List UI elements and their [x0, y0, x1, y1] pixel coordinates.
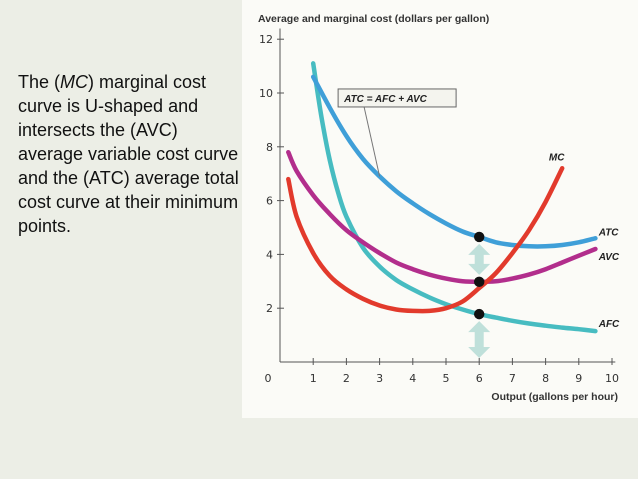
callout-box [337, 88, 457, 108]
afc-label: AFC [598, 319, 620, 330]
x-tick-label: 6 [476, 372, 483, 385]
distance-arrow-atc-avc [468, 243, 491, 275]
avc-label: AVC [598, 252, 620, 263]
y-tick-label: 4 [266, 248, 273, 261]
distance-arrow-afc [468, 321, 491, 358]
x-axis-title: Output (gallons per hour) [491, 391, 618, 403]
curve-point-1 [474, 231, 485, 243]
curve-point-3 [474, 308, 485, 320]
atc-label: ATC [598, 228, 620, 239]
cost-curves-chart: Average and marginal cost (dollars per g… [258, 13, 620, 403]
slide-text-emphasis: MC [60, 72, 89, 92]
y-tick-label: 8 [266, 141, 273, 154]
chart-panel: Average and marginal cost (dollars per g… [242, 0, 638, 418]
atc-curve [310, 74, 598, 249]
x-tick-label: 0 [265, 372, 272, 385]
avc-curve [286, 149, 598, 285]
x-tick-label: 7 [509, 372, 516, 385]
x-tick-label: 5 [443, 372, 450, 385]
mc-label: MC [549, 152, 565, 163]
callout-text: ATC = AFC + AVC [343, 94, 428, 105]
y-tick-label: 10 [259, 87, 273, 100]
x-tick-label: 9 [575, 372, 582, 385]
mc-curve [286, 166, 565, 314]
x-tick-label: 2 [343, 372, 350, 385]
y-tick-label: 2 [266, 302, 273, 315]
curve-point-2 [474, 276, 485, 288]
slide-text-after: ) marginal cost curve is U-shaped and in… [18, 72, 239, 236]
x-tick-label: 3 [376, 372, 383, 385]
slide-text-before: The ( [18, 72, 61, 92]
x-tick-label: 1 [310, 372, 317, 385]
y-axis-title: Average and marginal cost (dollars per g… [258, 13, 489, 25]
x-tick-label: 8 [542, 372, 549, 385]
afc-curve [310, 61, 598, 334]
x-tick-label: 4 [409, 372, 416, 385]
slide-text: The (MC) marginal cost curve is U-shaped… [18, 70, 240, 238]
x-tick-label: 10 [605, 372, 619, 385]
y-tick-label: 6 [266, 195, 273, 208]
callout-leader [361, 97, 381, 177]
y-tick-label: 12 [259, 33, 273, 46]
